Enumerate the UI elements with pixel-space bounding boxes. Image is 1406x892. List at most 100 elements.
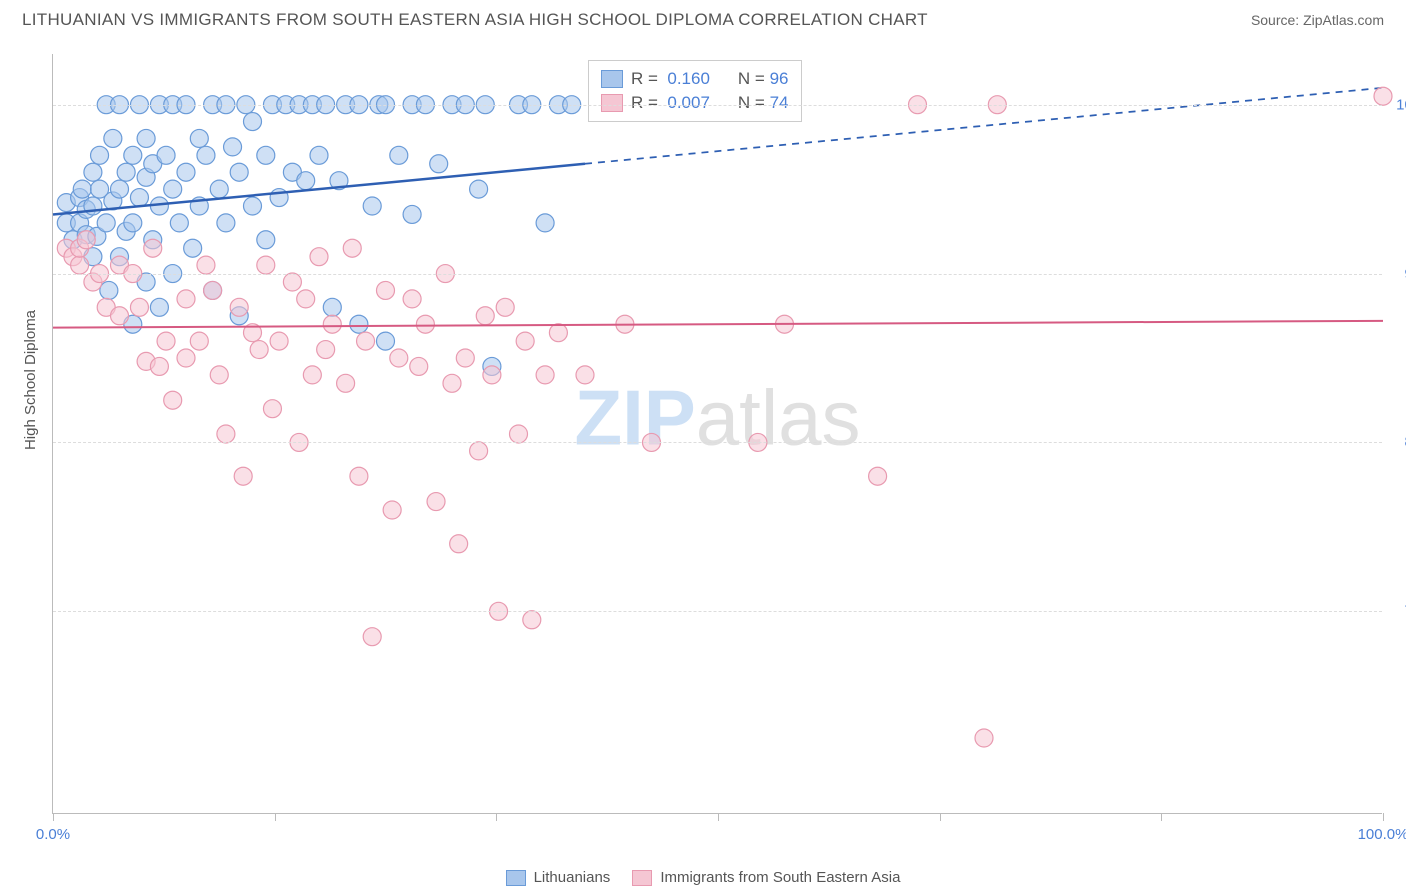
scatter-point-immigrants bbox=[456, 349, 474, 367]
correlation-legend: R = 0.160 N = 96R = 0.007N = 74 bbox=[588, 60, 802, 122]
series-legend-item: Immigrants from South Eastern Asia bbox=[632, 869, 900, 886]
scatter-point-immigrants bbox=[975, 729, 993, 747]
scatter-point-immigrants bbox=[450, 535, 468, 553]
scatter-point-lithuanians bbox=[244, 197, 262, 215]
scatter-point-lithuanians bbox=[197, 146, 215, 164]
y-axis-label: High School Diploma bbox=[22, 310, 39, 450]
scatter-point-lithuanians bbox=[297, 172, 315, 190]
scatter-point-immigrants bbox=[363, 628, 381, 646]
scatter-point-lithuanians bbox=[111, 180, 129, 198]
scatter-point-immigrants bbox=[323, 315, 341, 333]
series-legend: Lithuanians Immigrants from South Eastern… bbox=[0, 869, 1406, 886]
scatter-point-lithuanians bbox=[430, 155, 448, 173]
legend-swatch bbox=[632, 870, 652, 886]
scatter-point-immigrants bbox=[310, 248, 328, 266]
scatter-point-lithuanians bbox=[137, 129, 155, 147]
scatter-point-immigrants bbox=[383, 501, 401, 519]
scatter-point-immigrants bbox=[164, 391, 182, 409]
scatter-point-immigrants bbox=[403, 290, 421, 308]
scatter-point-immigrants bbox=[234, 467, 252, 485]
scatter-point-immigrants bbox=[210, 366, 228, 384]
scatter-point-lithuanians bbox=[217, 214, 235, 232]
gridline-h bbox=[53, 105, 1382, 106]
scatter-point-lithuanians bbox=[157, 146, 175, 164]
scatter-point-immigrants bbox=[470, 442, 488, 460]
scatter-point-lithuanians bbox=[104, 129, 122, 147]
scatter-point-immigrants bbox=[204, 281, 222, 299]
series-legend-label: Immigrants from South Eastern Asia bbox=[660, 869, 900, 886]
scatter-point-immigrants bbox=[410, 357, 428, 375]
scatter-point-immigrants bbox=[350, 467, 368, 485]
chart-source: Source: ZipAtlas.com bbox=[1251, 12, 1384, 28]
scatter-point-immigrants bbox=[77, 231, 95, 249]
scatter-point-lithuanians bbox=[310, 146, 328, 164]
legend-r: R = 0.160 bbox=[631, 69, 710, 89]
scatter-point-lithuanians bbox=[100, 281, 118, 299]
scatter-point-immigrants bbox=[263, 400, 281, 418]
scatter-point-immigrants bbox=[377, 281, 395, 299]
xtick bbox=[496, 813, 497, 821]
xtick bbox=[1383, 813, 1384, 821]
scatter-point-lithuanians bbox=[124, 146, 142, 164]
legend-row: R = 0.007N = 74 bbox=[601, 91, 789, 115]
scatter-point-immigrants bbox=[144, 239, 162, 257]
xtick-label: 100.0% bbox=[1358, 826, 1406, 843]
legend-n: N = 74 bbox=[738, 93, 789, 113]
scatter-point-immigrants bbox=[197, 256, 215, 274]
scatter-point-immigrants bbox=[427, 493, 445, 511]
scatter-point-lithuanians bbox=[130, 189, 148, 207]
scatter-point-immigrants bbox=[357, 332, 375, 350]
scatter-point-lithuanians bbox=[403, 205, 421, 223]
scatter-point-immigrants bbox=[270, 332, 288, 350]
scatter-point-lithuanians bbox=[257, 146, 275, 164]
scatter-point-immigrants bbox=[130, 298, 148, 316]
scatter-point-lithuanians bbox=[164, 180, 182, 198]
scatter-point-immigrants bbox=[317, 341, 335, 359]
scatter-point-immigrants bbox=[111, 307, 129, 325]
scatter-point-lithuanians bbox=[73, 180, 91, 198]
xtick-label: 0.0% bbox=[36, 826, 70, 843]
scatter-point-immigrants bbox=[283, 273, 301, 291]
chart-title: LITHUANIAN VS IMMIGRANTS FROM SOUTH EAST… bbox=[22, 10, 928, 30]
gridline-h bbox=[53, 274, 1382, 275]
series-legend-item: Lithuanians bbox=[506, 869, 611, 886]
scatter-point-lithuanians bbox=[363, 197, 381, 215]
scatter-point-immigrants bbox=[177, 290, 195, 308]
scatter-point-immigrants bbox=[443, 374, 461, 392]
scatter-point-lithuanians bbox=[350, 315, 368, 333]
scatter-point-immigrants bbox=[390, 349, 408, 367]
scatter-point-lithuanians bbox=[150, 298, 168, 316]
scatter-point-immigrants bbox=[303, 366, 321, 384]
legend-swatch bbox=[601, 94, 623, 112]
chart-header: LITHUANIAN VS IMMIGRANTS FROM SOUTH EAST… bbox=[0, 0, 1406, 36]
scatter-point-immigrants bbox=[297, 290, 315, 308]
xtick bbox=[718, 813, 719, 821]
scatter-point-immigrants bbox=[217, 425, 235, 443]
scatter-point-lithuanians bbox=[177, 163, 195, 181]
scatter-point-immigrants bbox=[476, 307, 494, 325]
scatter-point-immigrants bbox=[177, 349, 195, 367]
scatter-point-immigrants bbox=[150, 357, 168, 375]
xtick bbox=[275, 813, 276, 821]
scatter-point-immigrants bbox=[496, 298, 514, 316]
xtick bbox=[53, 813, 54, 821]
legend-n: N = 96 bbox=[738, 69, 789, 89]
xtick bbox=[940, 813, 941, 821]
scatter-point-lithuanians bbox=[190, 129, 208, 147]
chart-plot-area: ZIPatlas R = 0.160N = 96R = 0.007N = 74 … bbox=[52, 54, 1382, 814]
scatter-point-lithuanians bbox=[91, 146, 109, 164]
gridline-h bbox=[53, 611, 1382, 612]
scatter-point-immigrants bbox=[250, 341, 268, 359]
scatter-point-lithuanians bbox=[84, 163, 102, 181]
scatter-point-lithuanians bbox=[117, 163, 135, 181]
scatter-point-immigrants bbox=[483, 366, 501, 384]
scatter-point-lithuanians bbox=[170, 214, 188, 232]
scatter-point-immigrants bbox=[510, 425, 528, 443]
scatter-point-immigrants bbox=[190, 332, 208, 350]
scatter-point-immigrants bbox=[516, 332, 534, 350]
scatter-point-immigrants bbox=[157, 332, 175, 350]
scatter-point-immigrants bbox=[1374, 87, 1392, 105]
scatter-point-immigrants bbox=[523, 611, 541, 629]
scatter-point-lithuanians bbox=[470, 180, 488, 198]
gridline-h bbox=[53, 442, 1382, 443]
